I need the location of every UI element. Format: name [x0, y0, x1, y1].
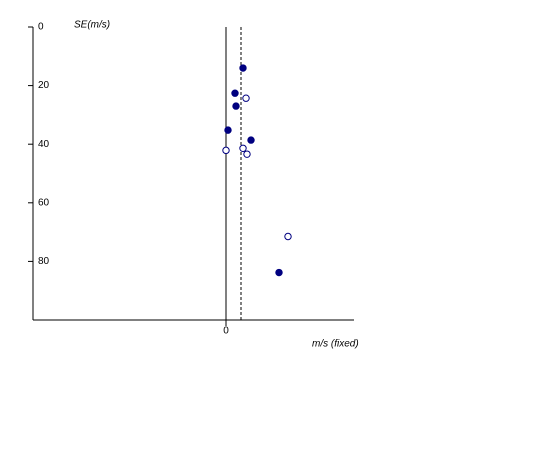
- y-tick-label: 20: [38, 80, 50, 91]
- y-tick-label: 80: [38, 256, 50, 267]
- point: [239, 144, 247, 153]
- y-tick-label: 0: [38, 22, 44, 33]
- point: [222, 146, 230, 155]
- point: [284, 232, 292, 241]
- y-axis-label: SE(m/s): [74, 20, 110, 31]
- point: [232, 102, 240, 110]
- point: [224, 126, 232, 134]
- point: [239, 64, 247, 72]
- point: [231, 89, 239, 97]
- point: [242, 94, 250, 102]
- y-tick-label: 60: [38, 197, 50, 208]
- point: [243, 150, 251, 158]
- point: [275, 268, 283, 277]
- y-tick-label: 40: [38, 139, 50, 150]
- x-tick-label: 0: [223, 326, 229, 337]
- point: [247, 136, 255, 144]
- x-axis-label: m/s (fixed): [312, 339, 359, 350]
